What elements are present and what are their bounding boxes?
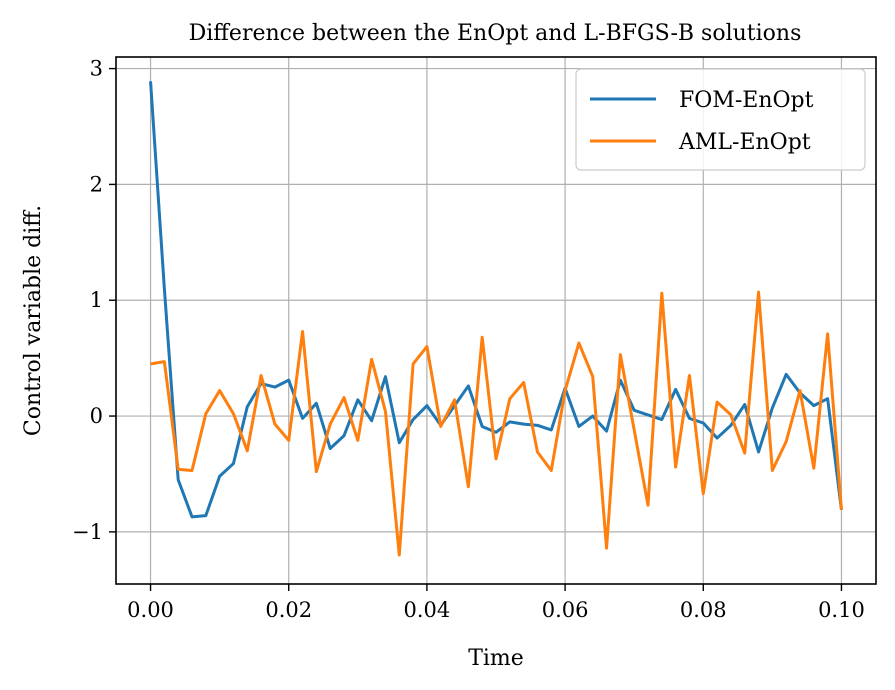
y-tick-label: 3 [90,57,103,81]
plot-frame [115,56,877,585]
x-tick-label: 0.10 [818,598,865,622]
x-tick-label: 0.06 [542,598,589,622]
legend-box [575,68,866,171]
x-tick-label: 0.08 [680,598,727,622]
legend-label: AML-EnOpt [678,130,811,155]
legend-label: FOM-EnOpt [679,88,814,113]
axis-ticks: 0.00 0.02 0.04 0.06 0.08 0.10 −1 0 1 2 3 [72,57,865,622]
series-line-fom-enopt [149,81,843,519]
x-axis-label: Time [468,646,524,671]
x-tick-label: 0.04 [404,598,451,622]
y-tick-label: 1 [90,288,103,312]
x-tick-label: 0.00 [127,598,174,622]
y-tick-label: −1 [72,520,103,544]
chart-title: Difference between the EnOpt and L-BFGS-… [189,21,802,46]
y-tick-label: 0 [90,404,103,428]
y-axis-label: Control variable diff. [21,205,46,436]
x-tick-label: 0.02 [265,598,312,622]
series-line-aml-enopt [150,290,843,557]
series-layer [149,81,843,557]
y-tick-label: 2 [90,172,103,196]
legend: FOM-EnOpt AML-EnOpt [575,68,866,171]
